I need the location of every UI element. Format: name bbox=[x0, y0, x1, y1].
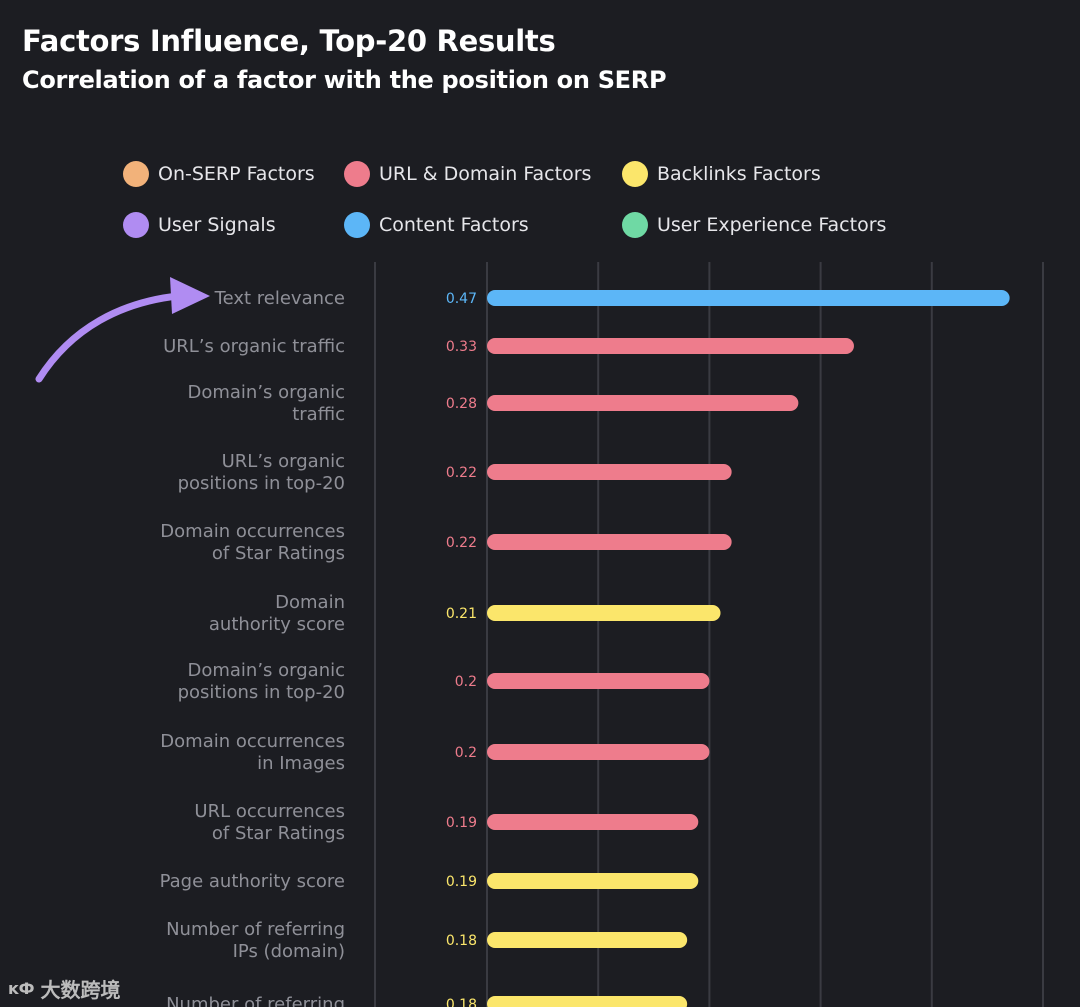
bar bbox=[487, 932, 688, 948]
value-label: 0.19 bbox=[446, 874, 477, 890]
bar bbox=[487, 673, 710, 689]
legend-item-on-serp: On-SERP Factors bbox=[123, 159, 315, 189]
watermark-logo: ĸФ bbox=[8, 979, 35, 998]
category-label: Domain occurrences bbox=[160, 521, 345, 542]
category-label: Domain bbox=[275, 592, 345, 613]
value-label: 0.47 bbox=[446, 291, 477, 307]
category-label: Text relevance bbox=[214, 288, 345, 309]
category-label: Domain’s organic bbox=[187, 382, 345, 403]
value-label: 0.2 bbox=[455, 745, 477, 761]
value-labels: 0.47 0.33 0.28 0.22 0.22 0.21 0.2 0.2 0.19 0.19 0.… bbox=[446, 291, 477, 1007]
value-label: 0.19 bbox=[446, 815, 477, 831]
legend-label-user-signals: User Signals bbox=[158, 214, 276, 236]
category-label: in Images bbox=[257, 753, 345, 774]
legend-label-content: Content Factors bbox=[379, 214, 529, 236]
chart-title: Factors Influence, Top-20 Results bbox=[22, 24, 556, 58]
value-label: 0.22 bbox=[446, 465, 477, 481]
value-label: 0.33 bbox=[446, 339, 477, 355]
value-label: 0.21 bbox=[446, 606, 477, 622]
bar bbox=[487, 744, 710, 760]
legend-dot-backlinks bbox=[622, 161, 648, 187]
bar bbox=[487, 395, 799, 411]
category-label: positions in top-20 bbox=[178, 682, 345, 703]
bar bbox=[487, 605, 721, 621]
legend-dot-user-signals bbox=[123, 212, 149, 238]
legend-dot-user-experience bbox=[622, 212, 648, 238]
category-label: of Star Ratings bbox=[212, 823, 345, 844]
legend-item-url-domain: URL & Domain Factors bbox=[344, 159, 591, 189]
legend-dot-url-domain bbox=[344, 161, 370, 187]
watermark-text: 大数跨境 bbox=[40, 978, 121, 1002]
legend-item-content: Content Factors bbox=[344, 210, 529, 240]
arrow-curve bbox=[35, 291, 192, 383]
legend-label-on-serp: On-SERP Factors bbox=[158, 163, 315, 185]
bar bbox=[487, 814, 699, 830]
bars bbox=[487, 290, 1010, 1007]
category-label: URL occurrences bbox=[194, 801, 345, 822]
legend-label-url-domain: URL & Domain Factors bbox=[379, 163, 592, 185]
category-label: URL’s organic traffic bbox=[163, 336, 345, 357]
value-label: 0.2 bbox=[455, 674, 477, 690]
chart-subtitle: Correlation of a factor with the positio… bbox=[22, 66, 667, 94]
category-label: Page authority score bbox=[160, 871, 345, 892]
value-label: 0.18 bbox=[446, 997, 477, 1007]
category-label: traffic bbox=[292, 404, 345, 425]
bar bbox=[487, 464, 732, 480]
annotation-arrow bbox=[35, 277, 210, 383]
value-label: 0.18 bbox=[446, 933, 477, 949]
category-label: authority score bbox=[209, 614, 345, 635]
value-label: 0.28 bbox=[446, 396, 477, 412]
legend-dot-content bbox=[344, 212, 370, 238]
category-label: IPs (domain) bbox=[233, 941, 345, 962]
category-label: positions in top-20 bbox=[178, 473, 345, 494]
legend-label-user-experience: User Experience Factors bbox=[657, 214, 887, 236]
bar bbox=[487, 534, 732, 550]
legend-item-backlinks: Backlinks Factors bbox=[622, 159, 821, 189]
category-label: Number of referring bbox=[166, 919, 345, 940]
bar bbox=[487, 338, 854, 354]
watermark: ĸФ 大数跨境 bbox=[8, 974, 121, 1003]
legend-item-user-signals: User Signals bbox=[123, 210, 276, 240]
value-label: 0.22 bbox=[446, 535, 477, 551]
category-label: Number of referring bbox=[166, 994, 345, 1007]
gridlines bbox=[374, 262, 1044, 1007]
bar bbox=[487, 290, 1010, 306]
legend-item-user-experience: User Experience Factors bbox=[622, 210, 886, 240]
category-label: of Star Ratings bbox=[212, 543, 345, 564]
category-label: Domain’s organic bbox=[187, 660, 345, 681]
bar bbox=[487, 996, 688, 1007]
bar bbox=[487, 873, 699, 889]
category-label: URL’s organic bbox=[222, 451, 345, 472]
arrow-head-icon bbox=[170, 277, 210, 314]
legend-label-backlinks: Backlinks Factors bbox=[657, 163, 821, 185]
category-label: Domain occurrences bbox=[160, 731, 345, 752]
legend-dot-on-serp bbox=[123, 161, 149, 187]
